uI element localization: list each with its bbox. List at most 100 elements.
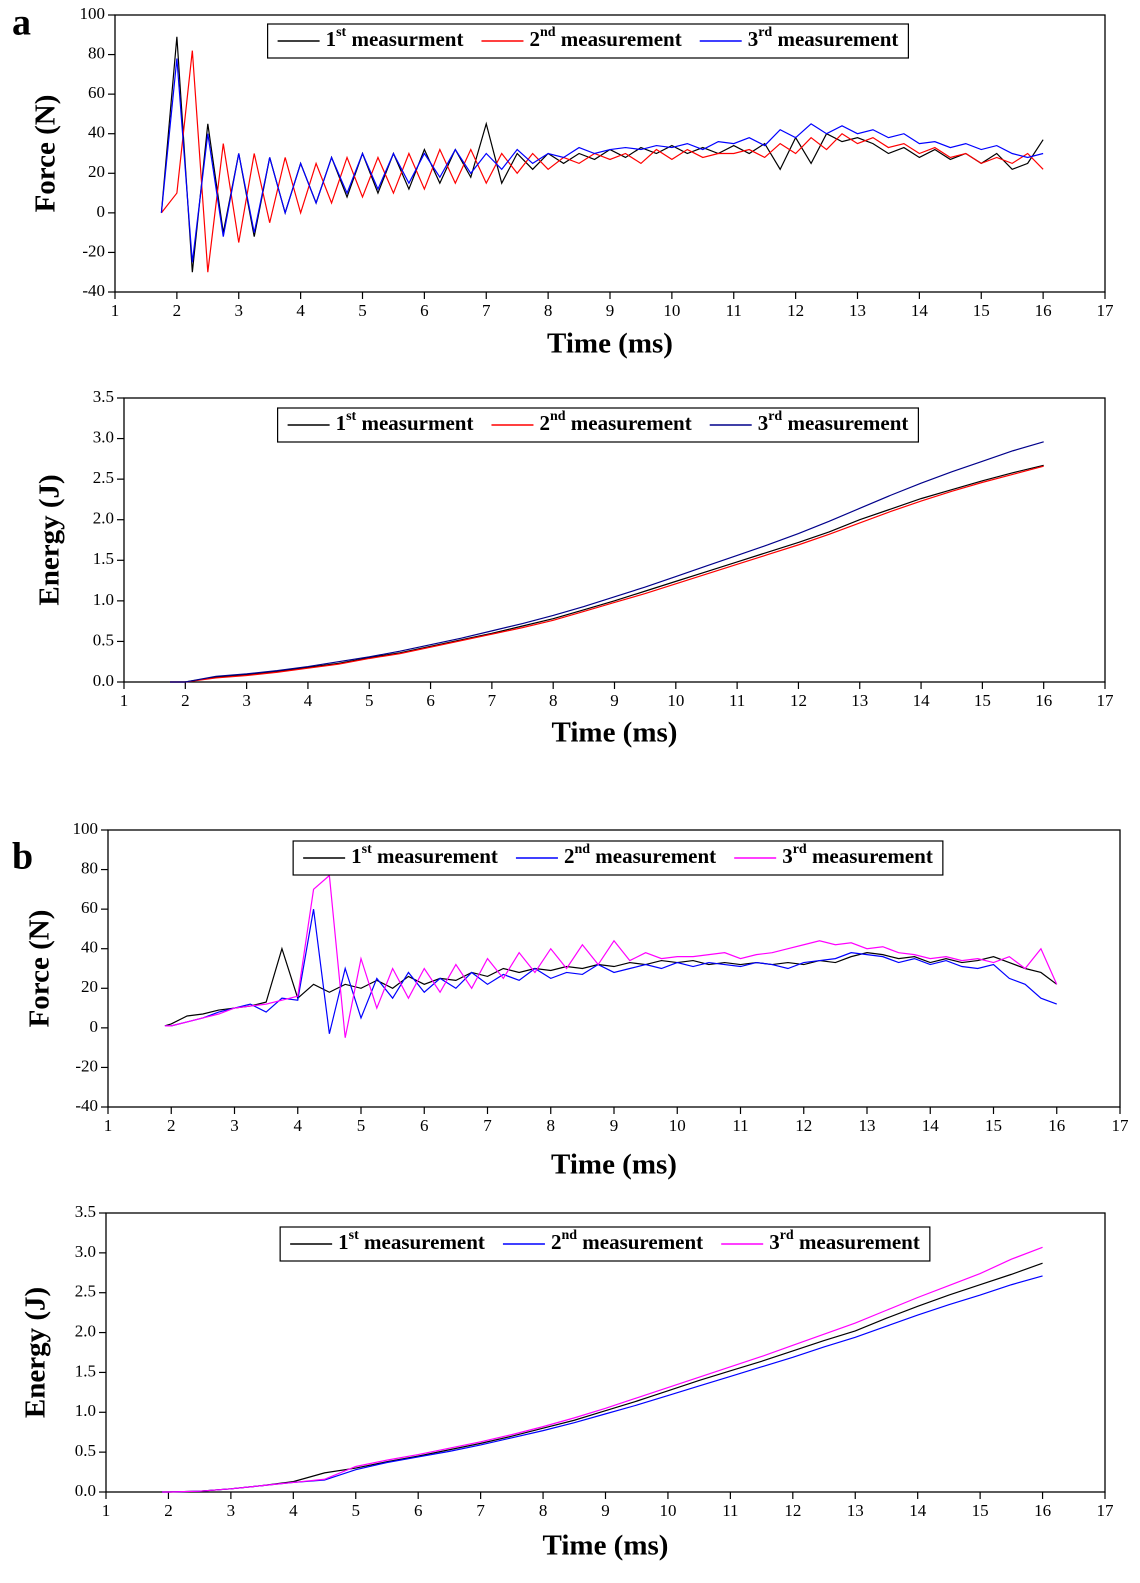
- y-tick-label: 0.0: [75, 1481, 96, 1500]
- x-tick-label: 12: [787, 301, 804, 320]
- legend-box: [292, 840, 944, 876]
- x-tick-label: 10: [669, 1116, 686, 1135]
- legend-label: 2nd measurement: [564, 842, 716, 868]
- x-tick-label: 6: [420, 1116, 429, 1135]
- y-tick-label: 0.5: [93, 630, 114, 649]
- legend-label: 2nd measurement: [529, 25, 681, 51]
- y-axis-title: Energy (J): [34, 474, 66, 605]
- x-tick-label: 15: [972, 1501, 989, 1520]
- x-tick-label: 1: [111, 301, 120, 320]
- x-tick-label: 4: [294, 1116, 303, 1135]
- x-tick-label: 4: [296, 301, 305, 320]
- x-tick-label: 6: [414, 1501, 423, 1520]
- x-tick-label: 12: [795, 1116, 812, 1135]
- y-tick-label: 20: [81, 977, 98, 996]
- series-line: [169, 465, 1044, 683]
- x-tick-label: 9: [601, 1501, 610, 1520]
- legend-label: 3rd measurement: [758, 409, 909, 435]
- x-tick-label: 16: [1034, 1501, 1051, 1520]
- legend-label: 1st measurment: [336, 409, 474, 435]
- legend-label: 2nd measurement: [551, 1228, 703, 1254]
- series-line: [164, 946, 1058, 1027]
- y-tick-label: 1.5: [93, 549, 114, 568]
- x-tick-label: 17: [1097, 1501, 1115, 1520]
- x-tick-label: 1: [104, 1116, 113, 1135]
- series-line: [169, 464, 1044, 683]
- x-tick-label: 14: [909, 1501, 927, 1520]
- x-tick-label: 6: [426, 691, 435, 710]
- y-axis-title: Force (N): [24, 910, 56, 1028]
- x-tick-label: 5: [365, 691, 374, 710]
- series-line: [160, 50, 1044, 273]
- series-line: [162, 1275, 1043, 1493]
- legend-label: 1st measurment: [326, 25, 464, 51]
- series-line: [164, 874, 1058, 1038]
- y-tick-label: 40: [88, 123, 105, 142]
- x-tick-label: 2: [167, 1116, 176, 1135]
- y-tick-label: 1.0: [75, 1401, 96, 1420]
- series-line: [164, 909, 1057, 1034]
- x-axis-title: Time (ms): [543, 1530, 669, 1562]
- y-tick-label: 20: [88, 162, 105, 181]
- x-tick-label: 8: [539, 1501, 548, 1520]
- y-tick-label: 80: [88, 43, 105, 62]
- x-tick-label: 9: [606, 301, 615, 320]
- x-tick-label: 2: [164, 1501, 173, 1520]
- x-tick-label: 14: [911, 301, 929, 320]
- y-axis-title: Force (N): [30, 95, 62, 213]
- x-tick-label: 11: [729, 691, 745, 710]
- series-line: [169, 441, 1044, 683]
- legend-label: 3rd measurement: [782, 842, 933, 868]
- x-axis-title: Time (ms): [547, 328, 673, 360]
- panel-label: b: [12, 836, 33, 878]
- x-tick-label: 3: [227, 1501, 236, 1520]
- legend-label: 1st measurement: [338, 1228, 485, 1254]
- y-tick-label: -20: [75, 1056, 98, 1075]
- y-tick-label: 2.0: [75, 1321, 96, 1340]
- y-tick-label: -20: [82, 241, 105, 260]
- x-tick-label: 3: [242, 691, 251, 710]
- x-tick-label: 16: [1035, 301, 1052, 320]
- x-tick-label: 16: [1035, 691, 1052, 710]
- y-tick-label: 3.5: [75, 1202, 96, 1221]
- x-tick-label: 16: [1048, 1116, 1065, 1135]
- y-tick-label: 1.5: [75, 1361, 96, 1380]
- x-tick-label: 15: [985, 1116, 1002, 1135]
- x-tick-label: 8: [547, 1116, 556, 1135]
- y-tick-label: 60: [88, 83, 105, 102]
- y-tick-label: 0: [97, 202, 106, 221]
- x-tick-label: 6: [420, 301, 429, 320]
- x-tick-label: 1: [120, 691, 129, 710]
- y-tick-label: 2.5: [75, 1282, 96, 1301]
- x-tick-label: 10: [659, 1501, 676, 1520]
- y-tick-label: 3.0: [93, 427, 114, 446]
- x-tick-label: 4: [289, 1501, 298, 1520]
- x-tick-label: 17: [1112, 1116, 1130, 1135]
- x-tick-label: 7: [476, 1501, 485, 1520]
- y-tick-label: 0.5: [75, 1441, 96, 1460]
- x-tick-label: 13: [847, 1501, 864, 1520]
- x-tick-label: 12: [784, 1501, 801, 1520]
- y-tick-label: 40: [81, 938, 98, 957]
- series-line: [162, 1246, 1043, 1493]
- legend: 1st measurement 2nd measurement 3rd measur…: [292, 840, 944, 876]
- x-tick-label: 7: [482, 301, 491, 320]
- series-line: [160, 36, 1044, 273]
- x-tick-label: 2: [181, 691, 190, 710]
- y-tick-label: 60: [81, 898, 98, 917]
- y-tick-label: -40: [75, 1096, 98, 1115]
- x-tick-label: 10: [663, 301, 680, 320]
- x-tick-label: 17: [1097, 691, 1115, 710]
- x-tick-label: 7: [488, 691, 497, 710]
- legend-label: 2nd measurement: [539, 409, 691, 435]
- legend-label: 3rd measurement: [748, 25, 899, 51]
- x-axis-title: Time (ms): [552, 717, 678, 749]
- x-tick-label: 15: [973, 301, 990, 320]
- x-tick-label: 3: [235, 301, 244, 320]
- x-tick-label: 4: [304, 691, 313, 710]
- x-tick-label: 5: [352, 1501, 361, 1520]
- x-tick-label: 8: [544, 301, 553, 320]
- x-tick-label: 7: [483, 1116, 492, 1135]
- x-tick-label: 9: [610, 1116, 619, 1135]
